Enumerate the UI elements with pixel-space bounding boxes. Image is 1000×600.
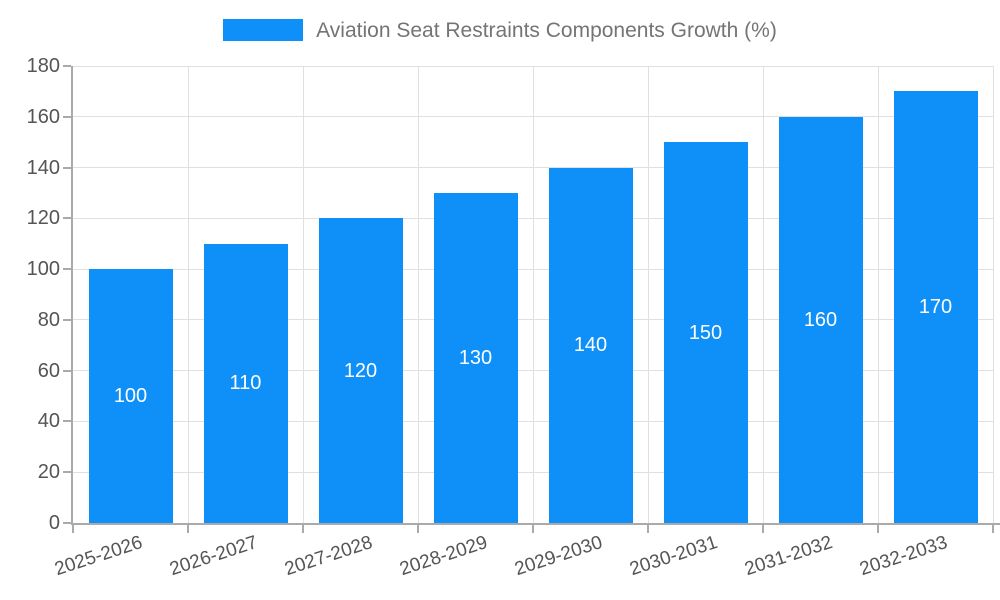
x-gridline: [532, 66, 534, 523]
y-axis-tick: [63, 115, 71, 118]
y-axis-tick: [63, 217, 71, 220]
bar-value-label: 170: [918, 296, 953, 319]
y-axis-tick-label: 120: [26, 207, 60, 230]
y-axis-tick: [63, 65, 71, 67]
bar-value-label: 150: [688, 321, 723, 344]
bar-value-label: 120: [343, 359, 378, 382]
x-axis-tick: [762, 525, 764, 533]
y-axis-tick: [63, 268, 71, 271]
bar[interactable]: 170: [893, 91, 978, 523]
x-gridline: [762, 66, 764, 523]
x-axis-tick-label: 2030-2031: [626, 532, 720, 581]
bar-value-label: 140: [573, 334, 608, 357]
bar-value-label: 110: [229, 372, 262, 395]
x-axis-tick-label: 2031-2032: [741, 532, 835, 581]
x-axis-tick-label: 2025-2026: [51, 532, 145, 581]
y-axis-tick-label: 140: [26, 156, 60, 179]
x-axis-tick: [532, 525, 534, 533]
x-axis-tick: [302, 525, 304, 533]
y-axis-tick: [63, 522, 71, 524]
y-axis-tick-label: 40: [37, 410, 60, 433]
x-axis-tick: [992, 525, 994, 533]
x-axis-tick-label: 2032-2033: [856, 532, 950, 581]
y-axis-tick: [63, 318, 71, 321]
y-axis-tick: [63, 420, 71, 423]
x-axis-tick-label: 2027-2028: [281, 532, 375, 581]
x-axis-tick: [72, 525, 74, 533]
y-axis-tick-label: 80: [37, 308, 60, 331]
y-axis-tick-label: 180: [26, 55, 60, 77]
plot-area: 0 20 40 60 80 100 120 140 160 180 100 110 120 130 140 1…: [27, 56, 1000, 580]
x-axis-tick: [187, 525, 189, 533]
x-axis-tick-label: 2028-2029: [396, 532, 490, 581]
legend-swatch-icon: [223, 19, 304, 41]
bar[interactable]: 110: [203, 243, 288, 523]
x-axis-tick: [877, 525, 879, 533]
x-axis-line: [71, 523, 1000, 525]
x-gridline: [877, 66, 879, 523]
y-axis-line: [71, 66, 73, 525]
bar[interactable]: 100: [88, 269, 173, 523]
y-axis-tick: [63, 369, 71, 372]
bar[interactable]: 150: [663, 142, 748, 523]
y-axis-tick: [63, 166, 71, 169]
x-gridline: [302, 66, 304, 523]
bar[interactable]: 130: [433, 192, 518, 523]
x-gridline: [417, 66, 419, 523]
x-axis-tick-label: 2029-2030: [511, 532, 605, 581]
y-axis-tick: [63, 471, 71, 474]
y-axis-tick-label: 160: [26, 105, 60, 128]
chart-legend[interactable]: Aviation Seat Restraints Components Grow…: [0, 14, 1000, 46]
x-gridline: [187, 66, 189, 523]
x-axis-tick: [417, 525, 419, 533]
legend-label: Aviation Seat Restraints Components Grow…: [316, 18, 777, 42]
bar-value-label: 130: [458, 346, 493, 369]
y-axis-tick-label: 100: [26, 258, 60, 281]
bar[interactable]: 140: [548, 167, 633, 523]
x-axis-tick-label: 2026-2027: [166, 532, 260, 581]
x-gridline: [647, 66, 649, 523]
x-axis-tick: [647, 525, 649, 533]
bar[interactable]: 160: [778, 116, 863, 523]
bar-value-label: 100: [113, 385, 148, 408]
bar[interactable]: 120: [318, 218, 403, 523]
x-gridline: [992, 66, 994, 523]
bar-value-label: 160: [803, 308, 838, 331]
y-axis-tick-label: 60: [37, 359, 60, 382]
y-axis-tick-label: 0: [48, 512, 60, 534]
y-axis-tick-label: 20: [37, 461, 60, 484]
